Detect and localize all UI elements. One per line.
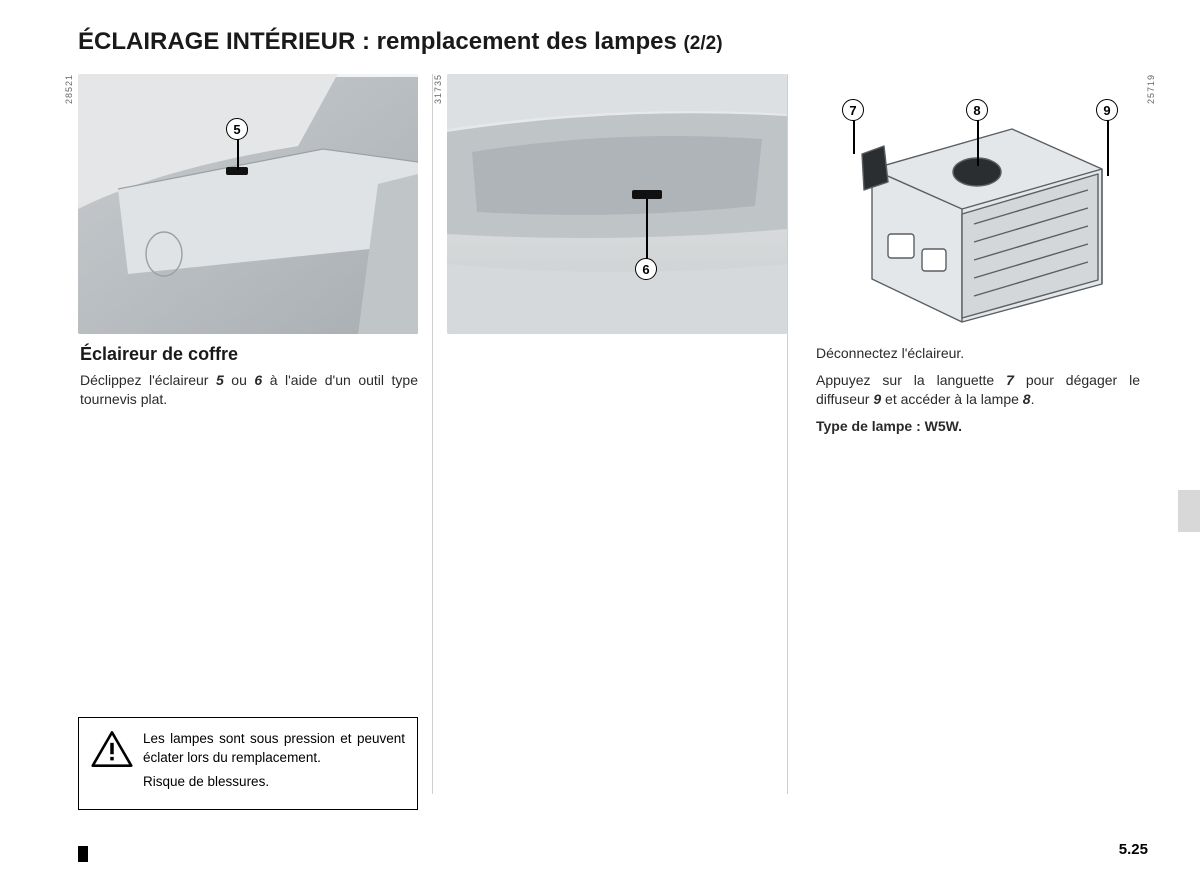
col3-p3: Type de lampe : W5W. [816, 417, 1140, 436]
corner-mark [78, 846, 88, 862]
warning-p2: Risque de blessures. [143, 773, 405, 791]
leader-7 [853, 120, 855, 154]
callout-5: 5 [226, 118, 248, 140]
leader-6 [646, 199, 648, 259]
figure-2-illustration [447, 74, 787, 334]
callout-7: 7 [842, 99, 864, 121]
col1-subhead: Éclaireur de coffre [80, 344, 418, 365]
figure-1-illustration [78, 74, 418, 334]
page-number: 5.25 [1119, 841, 1148, 858]
figure-2: 31735 6 [447, 74, 787, 334]
columns: 28521 [78, 74, 1150, 794]
col1-body: Déclippez l'éclaireur 5 ou 6 à l'aide d'… [80, 371, 418, 409]
figure-1: 28521 [78, 74, 418, 334]
col3-p1: Déconnectez l'éclaireur. [816, 344, 1140, 363]
col1-text: Éclaireur de coffre Déclippez l'éclaireu… [78, 344, 432, 417]
figure-3: 25719 [802, 74, 1142, 334]
column-3: 25719 [788, 74, 1142, 794]
figure-1-id: 28521 [64, 74, 74, 104]
col3-text: Déconnectez l'éclaireur. Appuyez sur la … [802, 344, 1142, 444]
warning-box: Les lampes sont sous pres­sion et peuven… [78, 717, 418, 810]
warning-p1: Les lampes sont sous pres­sion et peuven… [143, 730, 405, 766]
page-title: ÉCLAIRAGE INTÉRIEUR : remplacement des l… [78, 28, 1150, 56]
leader-5 [237, 139, 239, 170]
callout-9: 9 [1096, 99, 1118, 121]
title-main: ÉCLAIRAGE INTÉRIEUR : remplacement des l… [78, 28, 683, 55]
title-sub: (2/2) [683, 33, 722, 54]
col3-p2: Appuyez sur la languette 7 pour dé­gager… [816, 371, 1140, 409]
edge-tab [1178, 490, 1200, 532]
warning-text: Les lampes sont sous pres­sion et peuven… [143, 730, 405, 797]
column-1: 28521 [78, 74, 432, 794]
figure-3-id: 25719 [1146, 74, 1156, 104]
figure-2-id: 31735 [433, 74, 443, 104]
leader-8 [977, 120, 979, 166]
warning-icon [91, 730, 133, 768]
leader-9 [1107, 120, 1109, 176]
callout-6: 6 [635, 258, 657, 280]
callout-8: 8 [966, 99, 988, 121]
column-2: 31735 6 [433, 74, 787, 794]
